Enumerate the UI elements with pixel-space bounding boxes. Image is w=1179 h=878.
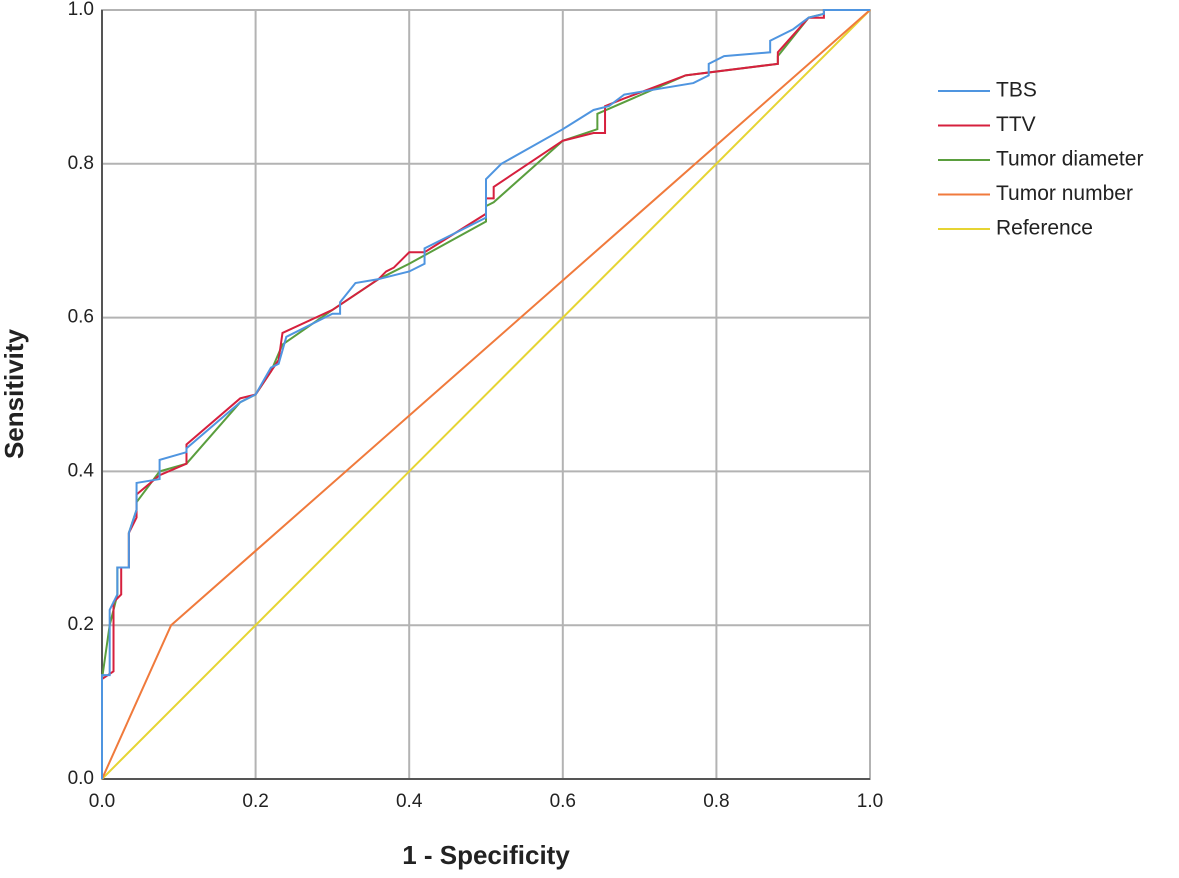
x-axis-title: 1 - Specificity [402, 840, 570, 870]
y-tick-label: 0.6 [68, 307, 94, 328]
y-axis-title: Sensitivity [0, 328, 29, 459]
legend-label: TTV [996, 113, 1036, 136]
x-tick-label: 0.0 [89, 791, 115, 812]
legend-label: Tumor number [996, 182, 1133, 205]
x-tick-label: 0.6 [550, 791, 576, 812]
legend-label: Tumor diameter [996, 148, 1143, 171]
legend-label: TBS [996, 79, 1037, 102]
y-tick-label: 0.8 [68, 153, 94, 174]
x-tick-label: 0.4 [396, 791, 423, 812]
y-tick-label: 0.2 [68, 614, 94, 635]
roc-curve [101, 9, 871, 780]
y-tick-label: 0.0 [68, 768, 94, 789]
x-tick-label: 0.8 [703, 791, 729, 812]
y-tick-label: 1.0 [68, 0, 94, 20]
x-tick-label: 1.0 [857, 791, 883, 812]
legend-label: Reference [996, 217, 1093, 240]
roc-curve [101, 9, 870, 779]
y-tick-label: 0.4 [68, 460, 95, 481]
roc-curve [101, 9, 871, 780]
x-tick-label: 0.2 [242, 791, 268, 812]
